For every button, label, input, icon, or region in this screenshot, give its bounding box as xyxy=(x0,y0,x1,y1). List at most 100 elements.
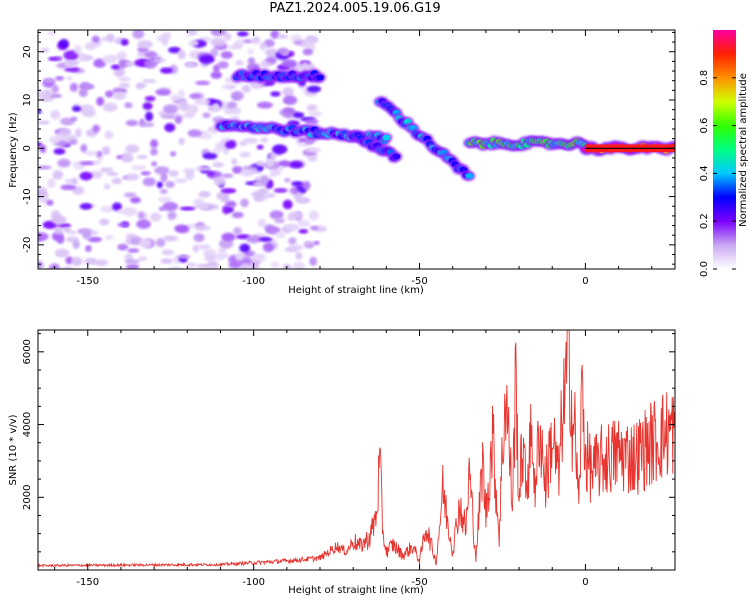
spectrogram-cell xyxy=(194,98,211,106)
spectrogram-cell xyxy=(223,32,232,41)
spectrogram-cell xyxy=(168,170,179,177)
spectrogram-cell xyxy=(168,266,182,269)
spectrogram-cell xyxy=(202,152,218,160)
spectrogram-cell xyxy=(225,140,237,149)
spectrogram-cell xyxy=(65,76,73,81)
spectrogram-cell xyxy=(273,187,288,193)
spectrogram-cell xyxy=(112,202,123,212)
spectrogram-cell xyxy=(241,84,251,93)
spectrogram-cell xyxy=(136,154,149,159)
spectrogram-cell xyxy=(308,156,317,161)
spectrogram-cell xyxy=(106,172,119,177)
spectrogram-cell xyxy=(300,61,310,71)
spectrogram-cell xyxy=(225,200,237,208)
spectrogram-cell xyxy=(139,122,155,128)
spectrogram-cell xyxy=(160,172,168,183)
spectrogram-cell xyxy=(217,61,229,69)
spectrogram-y-tick-label: 10 xyxy=(22,94,33,107)
spectrogram-cell xyxy=(103,183,111,190)
spectrogram-cell xyxy=(142,102,153,111)
spectrogram-cell xyxy=(118,76,131,82)
spectrogram-cell xyxy=(105,90,114,98)
spectrogram-cell xyxy=(72,239,80,250)
spectrogram-cell xyxy=(84,151,99,156)
spectrogram-cell xyxy=(247,48,255,55)
spectrogram-cell xyxy=(79,171,93,181)
spectrogram-cell xyxy=(293,112,305,119)
spectrogram-cell xyxy=(125,173,140,181)
spectrogram-cell xyxy=(142,177,156,187)
spectrogram-cell xyxy=(80,144,88,153)
colorbar-label: Normalized spectral amplitude xyxy=(738,73,749,227)
spectrogram-cell xyxy=(74,44,82,55)
spectrogram-cell xyxy=(70,177,78,185)
spectrogram-cell xyxy=(178,137,185,145)
spectrogram-cell xyxy=(150,139,159,149)
spectrogram-cell xyxy=(256,101,273,109)
spectrogram-y-tick-label: -20 xyxy=(22,237,33,253)
spectrogram-cell xyxy=(232,165,243,174)
spectrogram-cell xyxy=(193,233,205,243)
spectrogram-cell xyxy=(246,235,262,244)
spectrogram-cell xyxy=(213,176,226,187)
spectrogram-cell xyxy=(151,161,158,167)
snr-x-axis-label: Height of straight line (km) xyxy=(288,585,424,596)
spectrogram-cell xyxy=(59,117,75,126)
spectrogram-cell xyxy=(160,67,173,74)
spectrogram-cell xyxy=(277,47,289,55)
spectrogram-cell xyxy=(256,144,264,150)
spectrogram-cell xyxy=(305,118,319,125)
spectrogram-cell xyxy=(70,116,78,122)
spectrogram-cell xyxy=(231,158,238,166)
snr-x-tick-label: -100 xyxy=(242,577,265,588)
spectrogram-x-tick-label: -100 xyxy=(242,276,265,287)
spectrogram-x-axis-label: Height of straight line (km) xyxy=(288,285,424,296)
colorbar-ticks: 0.0 0.2 0.4 0.6 0.8 xyxy=(699,70,736,277)
spectrogram-cell xyxy=(288,160,304,169)
spectrogram-cell xyxy=(117,222,130,227)
spectrogram-cell xyxy=(282,199,293,210)
spectrogram-cell xyxy=(161,36,169,47)
spectrogram-cell xyxy=(84,257,97,265)
spectrogram-x-tick-label: 0 xyxy=(582,276,588,287)
spectrogram-cell xyxy=(78,88,88,98)
spectrogram-cell xyxy=(142,78,157,84)
spectrogram-cell xyxy=(289,244,304,251)
spectrogram-cell xyxy=(392,153,401,160)
spectrogram-cell xyxy=(282,86,294,97)
spectrogram-cell xyxy=(106,33,115,43)
spectrogram-cell xyxy=(231,211,244,219)
spectrogram-cell xyxy=(58,38,70,49)
spectrogram-cell xyxy=(204,254,217,262)
spectrogram-cell xyxy=(213,162,225,168)
spectrogram-cell xyxy=(174,224,189,233)
spectrogram-cell xyxy=(94,259,109,266)
spectrogram-cell xyxy=(125,263,140,269)
spectrogram-cell xyxy=(62,226,71,232)
spectrogram-cell xyxy=(202,112,211,119)
spectrogram-cell xyxy=(185,262,197,268)
spectrogram-cell xyxy=(92,124,101,133)
spectrogram-cell xyxy=(271,144,288,155)
spectrogram-cell xyxy=(137,40,153,49)
spectrogram-cell xyxy=(46,31,57,36)
spectrogram-cell xyxy=(309,225,319,231)
spectrogram-cell xyxy=(84,42,97,51)
spectrogram-cell xyxy=(139,238,152,249)
spectrogram-x-tick-label: -150 xyxy=(76,276,99,287)
spectrogram-cell xyxy=(239,243,251,253)
spectrogram-cell xyxy=(221,195,230,203)
spectrogram-cell xyxy=(167,211,177,220)
spectrogram-cell xyxy=(38,232,45,242)
spectrogram-cell xyxy=(179,206,196,211)
spectrogram-cell xyxy=(110,64,121,70)
spectrogram-cell xyxy=(137,211,145,220)
spectrogram-cell xyxy=(187,39,199,47)
spectrogram-cell xyxy=(382,134,391,141)
spectrogram-cell xyxy=(164,123,176,133)
snr-x-ticks: -150 -100 -50 0 xyxy=(54,330,653,588)
spectrogram-cell xyxy=(104,130,114,140)
spectrogram-cell xyxy=(281,59,297,69)
spectrogram-cell xyxy=(239,151,251,158)
spectrogram-cell xyxy=(284,223,300,232)
